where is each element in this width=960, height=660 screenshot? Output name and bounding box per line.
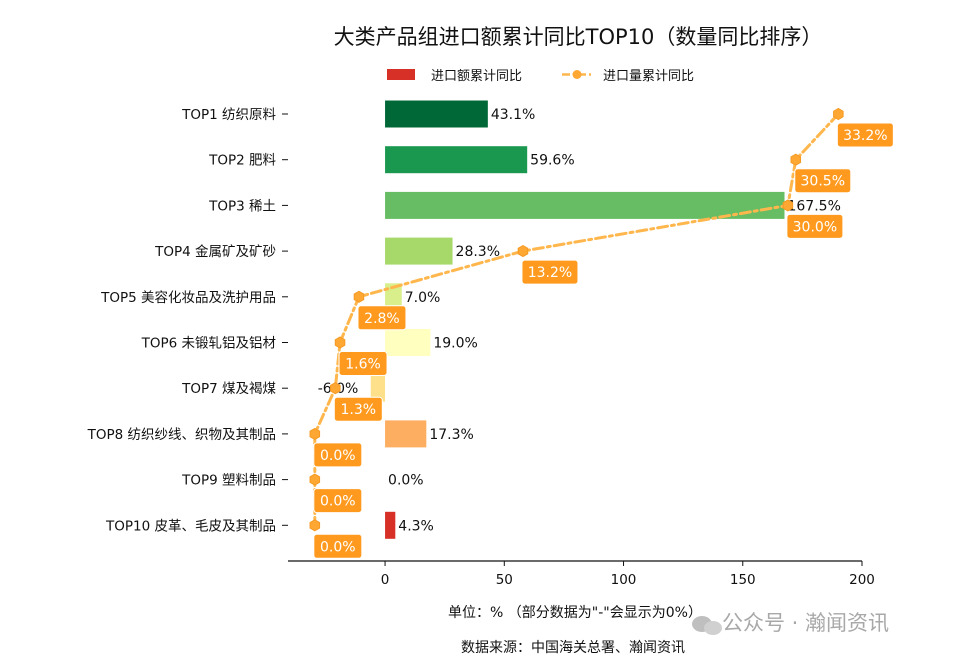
- line-value-label-box: [521, 259, 579, 285]
- chart-title: 大类产品组进口额累计同比TOP10（数量同比排序）: [334, 25, 823, 49]
- category-label: TOP7 煤及褐煤: [181, 381, 276, 397]
- line-marker: [782, 199, 794, 212]
- x-tick-label: 100: [611, 572, 637, 588]
- line-value-label: 0.0%: [320, 494, 356, 510]
- plot-area: TOP1 纺织原料 43.1% TOP2 肥料 59.6% TOP3 稀土 167.5% T…: [87, 100, 894, 588]
- legend-swatch-bar: [387, 69, 415, 80]
- bar-value-label: 17.3%: [429, 427, 473, 443]
- bar-value-label: 167.5%: [787, 198, 840, 214]
- x-axis-label: 单位：% （部分数据为"-"会显示为0%）: [448, 605, 702, 621]
- category-label: TOP4 金属矿及矿砂: [154, 244, 276, 260]
- line-marker: [334, 336, 346, 349]
- category-label: TOP1 纺织原料: [181, 107, 276, 123]
- line-value-label-box: [357, 305, 407, 331]
- line-value-label-box: [786, 213, 844, 239]
- bar-value-label: 43.1%: [491, 107, 535, 123]
- line-marker: [309, 519, 321, 532]
- x-tick-label: 0: [381, 572, 390, 588]
- bar: [385, 100, 488, 128]
- line-value-label-box: [333, 396, 383, 422]
- line-value-label-box: [338, 351, 388, 376]
- bar: [370, 374, 386, 402]
- line-value-label: 1.3%: [341, 402, 377, 418]
- bar-value-label: 7.0%: [405, 290, 441, 306]
- watermark-text: 公众号 · 瀚闻资讯: [722, 611, 889, 635]
- bar: [385, 146, 528, 174]
- category-label: TOP5 美容化妆品及洗护用品: [100, 289, 276, 306]
- category-label: TOP8 纺织纱线、织物及其制品: [87, 427, 276, 443]
- bar: [385, 191, 785, 219]
- bar: [385, 420, 427, 448]
- category-label: TOP10 皮革、毛皮及其制品: [105, 518, 276, 534]
- bar-value-label: 19.0%: [433, 336, 477, 352]
- watermark: 公众号 · 瀚闻资讯: [692, 611, 889, 635]
- bar: [385, 329, 431, 356]
- line-value-label-box: [313, 533, 363, 559]
- line-marker: [833, 107, 844, 121]
- line-value-label: 1.6%: [345, 357, 381, 373]
- line-marker: [790, 153, 802, 166]
- line-value-label: 0.0%: [320, 539, 356, 555]
- bar-value-label: 4.3%: [398, 518, 434, 534]
- bar: [385, 283, 402, 311]
- legend: 进口额累计同比 进口量累计同比: [387, 69, 694, 84]
- line-value-label: 30.0%: [793, 219, 837, 235]
- line-value-label-box: [313, 442, 363, 468]
- legend-label-line: 进口量累计同比: [603, 69, 694, 84]
- line-marker: [353, 290, 365, 303]
- line-value-label: 33.2%: [843, 128, 887, 144]
- legend-label-bar: 进口额累计同比: [431, 69, 522, 84]
- line-value-label-box: [794, 168, 852, 194]
- bar: [385, 237, 453, 265]
- bar-value-label: 0.0%: [388, 473, 424, 489]
- line-value-label-box: [836, 122, 894, 148]
- category-label: TOP9 塑料制品: [181, 473, 276, 489]
- bar: [385, 511, 396, 539]
- line-marker: [330, 382, 341, 395]
- line-value-label: 2.8%: [364, 311, 400, 327]
- line-marker: [309, 427, 321, 440]
- x-tick-label: 50: [496, 572, 513, 588]
- category-label: TOP2 肥料: [208, 153, 276, 169]
- line-marker: [517, 245, 529, 258]
- x-tick-label: 200: [849, 572, 875, 588]
- line-value-label: 0.0%: [320, 448, 356, 464]
- x-tick-label: 150: [730, 572, 756, 588]
- bar-value-label: 59.6%: [530, 153, 574, 169]
- line-value-label-box: [313, 488, 363, 514]
- source-note: 数据来源：中国海关总署、瀚闻资讯: [461, 640, 685, 656]
- category-label: TOP6 未锻轧铝及铝材: [141, 336, 276, 352]
- category-label: TOP3 稀土: [208, 198, 276, 214]
- line-value-label: 13.2%: [528, 265, 572, 281]
- legend-marker-line: [572, 70, 582, 79]
- line-marker: [309, 473, 321, 486]
- line-value-label: 30.5%: [801, 174, 845, 190]
- bar-value-label: 28.3%: [456, 244, 500, 260]
